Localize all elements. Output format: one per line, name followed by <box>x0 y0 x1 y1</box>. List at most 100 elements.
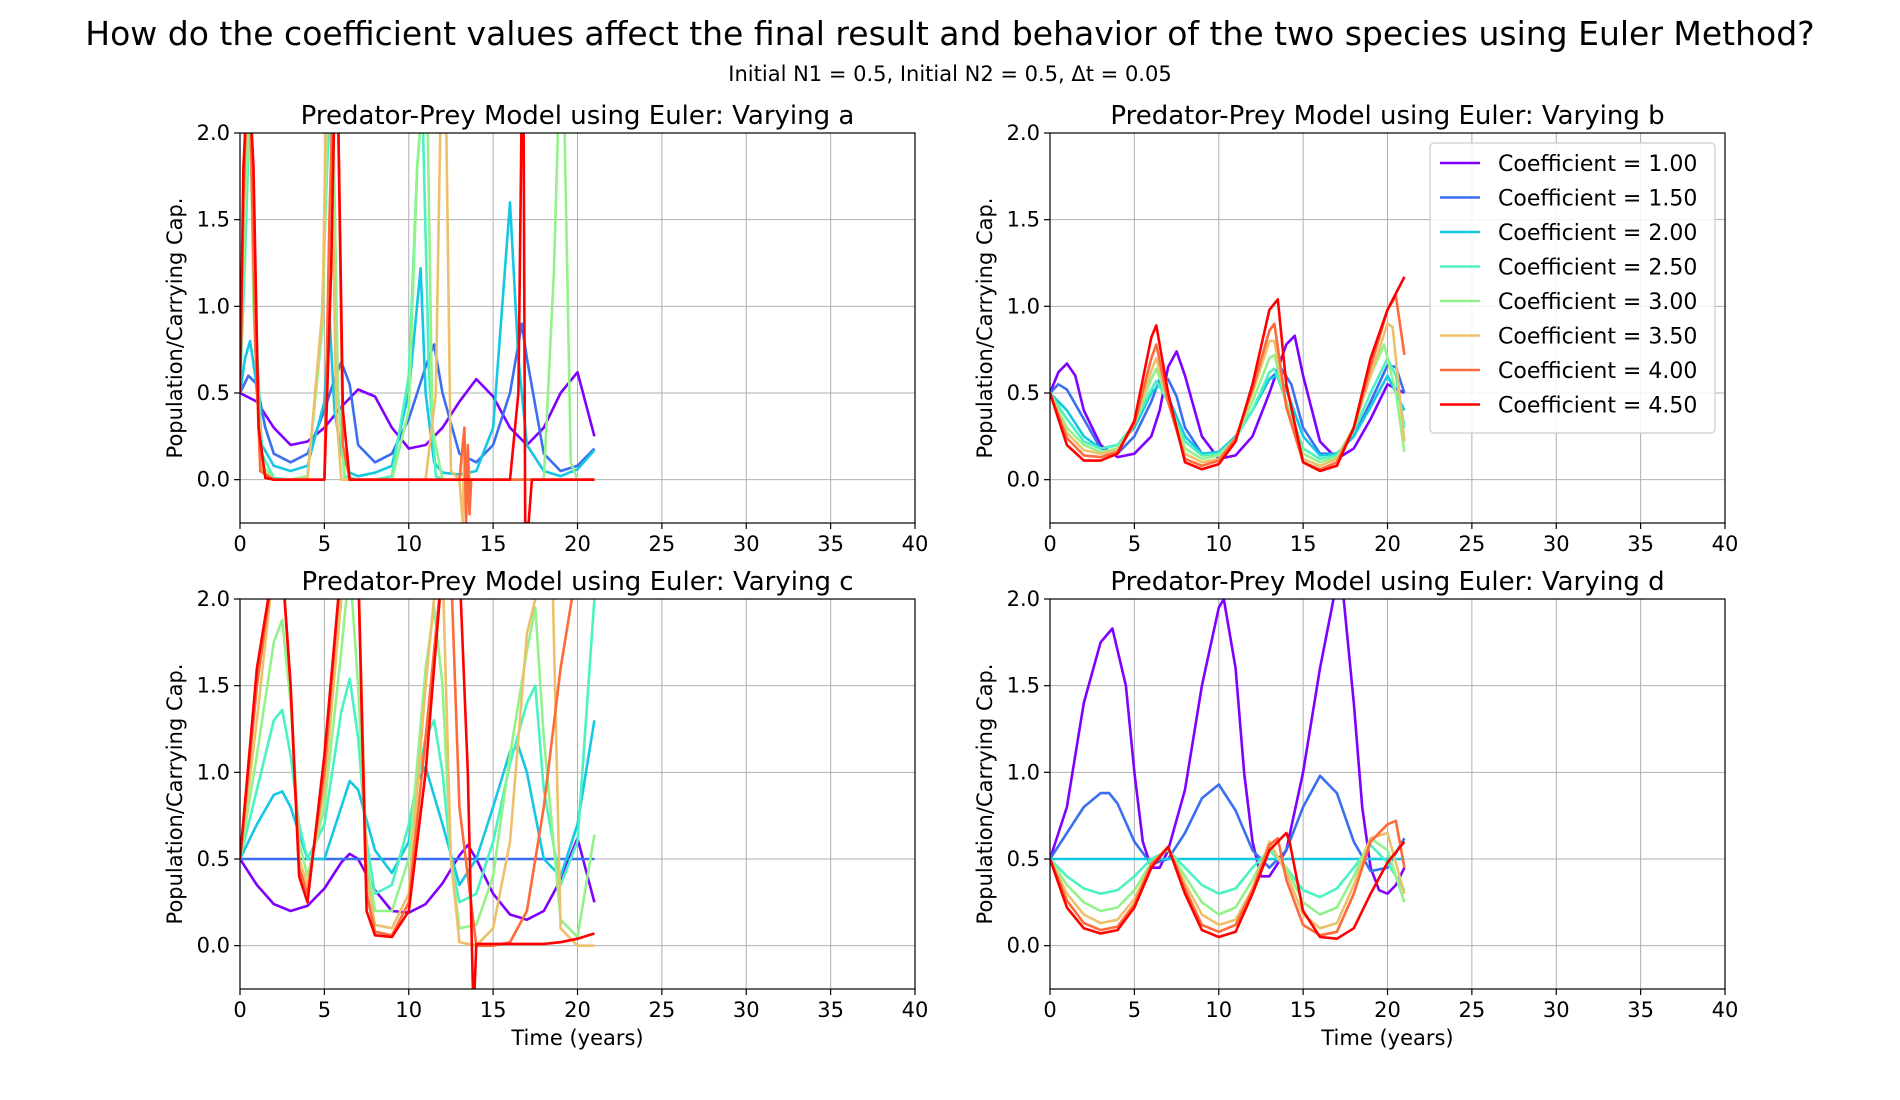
x-tick-label: 5 <box>1128 532 1141 556</box>
panel-varying-b: 0 5 10 15 20 25 30 35 40 0.0 0.5 1.0 1.5 2.0 Predator-… <box>973 101 1738 556</box>
y-axis-label: Population/Carrying Cap. <box>973 664 997 925</box>
y-tick-label: 0.0 <box>197 468 230 492</box>
x-tick-label: 20 <box>1374 998 1401 1022</box>
series-group <box>240 599 596 989</box>
y-tick-label: 1.5 <box>197 208 230 232</box>
x-axis-label: Time (years) <box>1320 1026 1453 1050</box>
legend-entry: Coefficient = 1.50 <box>1498 187 1697 212</box>
panel-varying-d: 0 5 10 15 20 25 30 35 40 0.0 0.5 1.0 1.5 2.0 Predator-… <box>973 567 1739 1050</box>
x-tick-label: 0 <box>233 532 246 556</box>
figure-subtitle: Initial N1 = 0.5, Initial N2 = 0.5, Δt =… <box>728 62 1172 86</box>
legend-entry: Coefficient = 2.50 <box>1498 256 1697 281</box>
y-axis-label: Population/Carrying Cap. <box>163 198 187 459</box>
x-tick-label: 5 <box>1128 998 1141 1022</box>
x-tick-label: 15 <box>480 998 507 1022</box>
x-tick-label: 0 <box>1043 998 1056 1022</box>
legend: Coefficient = 1.00 Coefficient = 1.50 Coef… <box>1429 142 1716 434</box>
x-tick-label: 10 <box>395 998 422 1022</box>
x-tick-label: 25 <box>1459 532 1486 556</box>
x-tick-label: 5 <box>318 998 331 1022</box>
series-line-3 <box>1050 374 1406 457</box>
x-tick-label: 25 <box>1459 998 1486 1022</box>
y-tick-label: 0.0 <box>197 934 230 958</box>
panel-title: Predator-Prey Model using Euler: Varying… <box>1110 101 1664 131</box>
y-tick-label: 1.5 <box>1007 208 1040 232</box>
x-tick-label: 10 <box>1205 532 1232 556</box>
series-line-6 <box>1050 831 1406 930</box>
x-tick-label: 40 <box>1712 998 1739 1022</box>
x-tick-label: 20 <box>564 998 591 1022</box>
x-tick-label: 30 <box>733 532 760 556</box>
legend-entry: Coefficient = 3.00 <box>1498 290 1697 315</box>
y-tick-label: 0.5 <box>1007 847 1040 871</box>
y-axis-label: Population/Carrying Cap. <box>973 198 997 459</box>
y-tick-label: 0.0 <box>1007 934 1040 958</box>
series-line-7 <box>1050 819 1406 937</box>
x-tick-label: 40 <box>902 998 929 1022</box>
x-axis-label: Time (years) <box>510 1026 643 1050</box>
panel-varying-c: 0 5 10 15 20 25 30 35 40 0.0 0.5 1.0 1.5 2.0 Predator-… <box>163 567 929 1050</box>
x-tick-label: 15 <box>1290 998 1317 1022</box>
series-line-1 <box>1050 599 1406 895</box>
series-line-5 <box>240 133 595 481</box>
legend-entry: Coefficient = 2.00 <box>1498 221 1697 246</box>
series-line-2 <box>240 322 596 473</box>
x-tick-label: 30 <box>1543 998 1570 1022</box>
y-tick-label: 1.0 <box>197 294 230 318</box>
series-line-8 <box>240 599 595 989</box>
x-tick-label: 20 <box>564 532 591 556</box>
x-tick-label: 10 <box>1205 998 1232 1022</box>
series-line-1 <box>240 836 596 921</box>
panel-title: Predator-Prey Model using Euler: Varying… <box>301 567 853 597</box>
series-line-2 <box>1050 774 1406 873</box>
x-tick-label: 15 <box>1290 532 1317 556</box>
y-tick-label: 1.0 <box>1007 760 1040 784</box>
x-tick-label: 20 <box>1374 532 1401 556</box>
series-line-4 <box>1050 843 1406 899</box>
x-tick-label: 25 <box>649 532 676 556</box>
legend-box <box>1429 142 1716 434</box>
y-tick-label: 1.5 <box>1007 674 1040 698</box>
y-tick-label: 2.0 <box>197 121 230 145</box>
legend-entry: Coefficient = 4.50 <box>1498 394 1697 419</box>
y-tick-label: 2.0 <box>1007 121 1040 145</box>
x-tick-label: 25 <box>649 998 676 1022</box>
x-tick-label: 35 <box>1627 998 1654 1022</box>
y-tick-label: 2.0 <box>197 587 230 611</box>
figure-suptitle: How do the coefficient values affect the… <box>85 14 1815 53</box>
y-tick-label: 1.0 <box>197 760 230 784</box>
x-tick-label: 40 <box>902 532 929 556</box>
series-line-8 <box>240 133 595 523</box>
y-axis-label: Population/Carrying Cap. <box>163 664 187 925</box>
legend-entry: Coefficient = 3.50 <box>1498 325 1697 350</box>
x-tick-label: 30 <box>733 998 760 1022</box>
x-tick-label: 35 <box>817 532 844 556</box>
x-tick-label: 10 <box>395 532 422 556</box>
y-tick-label: 1.0 <box>1007 294 1040 318</box>
series-line-1 <box>240 370 596 450</box>
y-tick-label: 2.0 <box>1007 587 1040 611</box>
series-line-8 <box>1050 276 1406 473</box>
x-tick-label: 0 <box>233 998 246 1022</box>
y-tick-label: 0.5 <box>1007 381 1040 405</box>
series-line-8 <box>1050 831 1406 940</box>
panel-title: Predator-Prey Model using Euler: Varying… <box>301 101 855 131</box>
x-tick-label: 35 <box>817 998 844 1022</box>
legend-entry: Coefficient = 4.00 <box>1498 359 1697 384</box>
panel-title: Predator-Prey Model using Euler: Varying… <box>1110 567 1664 597</box>
x-tick-label: 30 <box>1543 532 1570 556</box>
y-tick-label: 0.5 <box>197 847 230 871</box>
y-tick-label: 0.0 <box>1007 468 1040 492</box>
x-tick-label: 15 <box>480 532 507 556</box>
x-tick-label: 5 <box>318 532 331 556</box>
series-group <box>240 133 596 523</box>
x-tick-label: 40 <box>1712 532 1739 556</box>
series-group <box>1050 276 1406 473</box>
y-tick-label: 0.5 <box>197 381 230 405</box>
series-group <box>1050 599 1406 940</box>
series-line-5 <box>1050 836 1406 916</box>
x-tick-label: 0 <box>1043 532 1056 556</box>
legend-entry: Coefficient = 1.00 <box>1498 152 1697 177</box>
y-tick-label: 1.5 <box>197 674 230 698</box>
